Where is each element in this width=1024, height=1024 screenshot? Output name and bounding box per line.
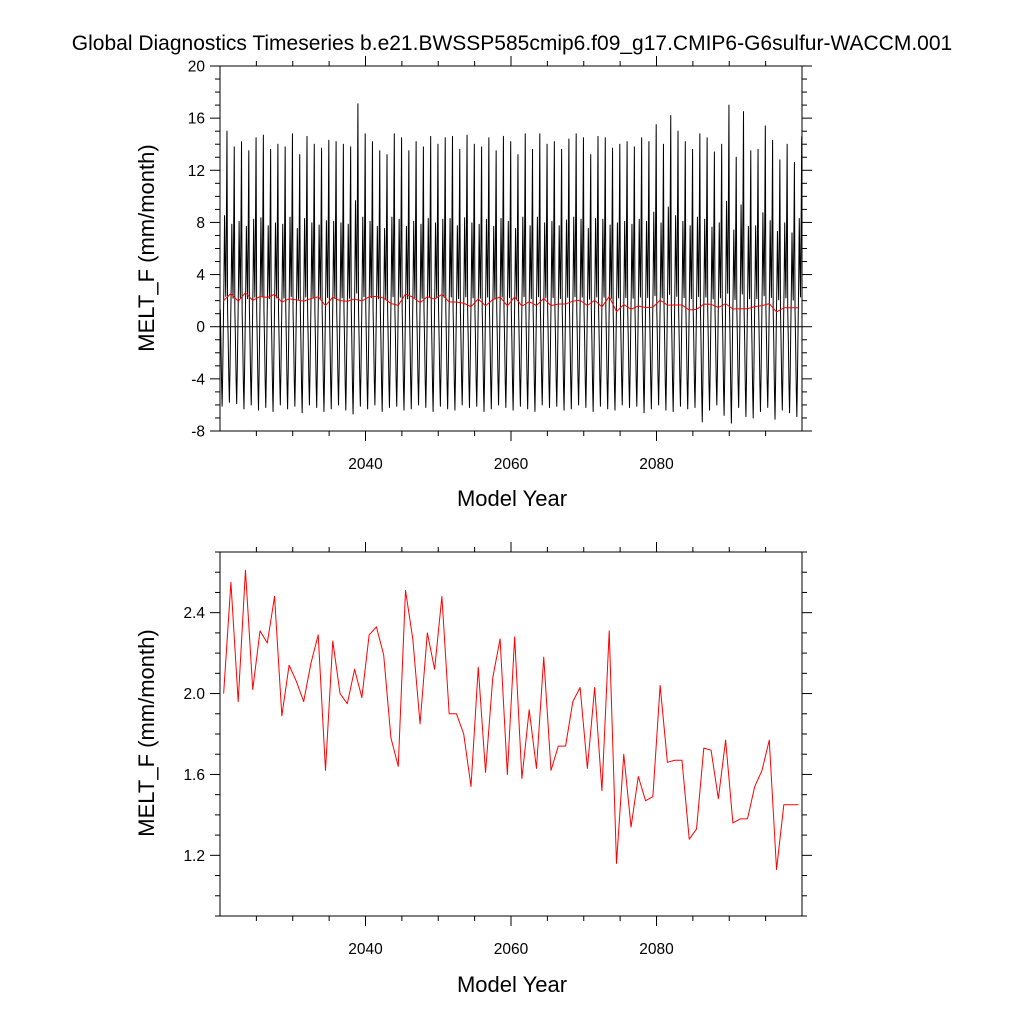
y-tick-label: 4 — [196, 267, 205, 284]
y-tick-label: 2.4 — [183, 605, 205, 622]
y-tick-label: -8 — [191, 424, 205, 441]
y-tick-label: 8 — [196, 215, 205, 232]
y-tick-label: 16 — [188, 111, 205, 128]
bottom-panel-axes: 1.2 1.6 2.0 2.4 2040 2060 2080 — [183, 542, 812, 958]
series-line-1-0 — [223, 569, 799, 870]
bottom-y-axis-title: MELT_F (mm/month) — [134, 629, 159, 836]
plot-frame — [219, 551, 803, 917]
y-tick-label: 12 — [188, 163, 205, 180]
x-tick-label: 2060 — [494, 456, 529, 473]
x-tick-label: 2060 — [494, 941, 529, 958]
top-panel: -8 -4 0 4 8 12 16 20 2040 2060 2080 Model Year MEL… — [134, 56, 812, 511]
top-x-axis-title: Model Year — [457, 486, 567, 511]
top-panel-axes: -8 -4 0 4 8 12 16 20 2040 2060 2080 — [188, 56, 812, 473]
x-tick-label: 2080 — [639, 941, 674, 958]
bottom-panel-marks — [223, 569, 799, 870]
y-tick-label: 2.0 — [183, 686, 205, 703]
series-line-0-1 — [223, 292, 799, 313]
series-line-0-0 — [219, 103, 803, 424]
y-tick-label: 1.2 — [183, 848, 205, 865]
y-tick-label: 0 — [196, 319, 205, 336]
top-y-axis-title: MELT_F (mm/month) — [134, 144, 159, 351]
top-panel-marks — [219, 103, 803, 424]
x-tick-label: 2040 — [348, 941, 383, 958]
x-tick-label: 2040 — [348, 456, 383, 473]
bottom-panel: 1.2 1.6 2.0 2.4 2040 2060 2080 Model Year MELT… — [134, 542, 812, 997]
y-tick-label: 20 — [188, 59, 206, 76]
bottom-x-axis-title: Model Year — [457, 972, 567, 997]
y-tick-label: 1.6 — [183, 767, 205, 784]
figure-title: Global Diagnostics Timeseries b.e21.BWSS… — [72, 32, 952, 55]
x-tick-label: 2080 — [639, 456, 674, 473]
y-tick-label: -4 — [191, 371, 205, 388]
